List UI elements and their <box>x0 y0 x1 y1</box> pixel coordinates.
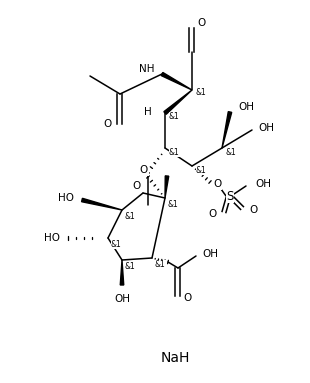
Text: NH: NH <box>140 64 155 74</box>
Text: S: S <box>226 190 234 203</box>
Text: O: O <box>197 18 205 28</box>
Text: O: O <box>213 179 221 189</box>
Text: &1: &1 <box>168 200 179 209</box>
Text: OH: OH <box>238 102 254 112</box>
Text: &1: &1 <box>125 212 136 221</box>
Text: HO: HO <box>58 193 74 203</box>
Text: OH: OH <box>255 179 271 189</box>
Text: O: O <box>183 293 191 303</box>
Text: &1: &1 <box>169 112 180 121</box>
Text: HO: HO <box>44 233 60 243</box>
Text: O: O <box>133 181 141 191</box>
Text: &1: &1 <box>196 166 207 175</box>
Text: O: O <box>104 119 112 129</box>
Polygon shape <box>82 198 122 210</box>
Text: H: H <box>144 107 152 117</box>
Polygon shape <box>222 111 232 148</box>
Polygon shape <box>164 90 192 115</box>
Text: &1: &1 <box>155 260 166 269</box>
Text: OH: OH <box>114 294 130 304</box>
Polygon shape <box>165 176 169 198</box>
Text: OH: OH <box>258 123 274 133</box>
Text: &1: &1 <box>196 88 207 97</box>
Text: O: O <box>209 209 217 219</box>
Polygon shape <box>161 72 192 90</box>
Text: OH: OH <box>202 249 218 259</box>
Text: &1: &1 <box>111 240 122 249</box>
Text: NaH: NaH <box>160 351 190 365</box>
Text: &1: &1 <box>169 148 180 157</box>
Polygon shape <box>120 260 124 285</box>
Text: O: O <box>140 165 148 175</box>
Text: O: O <box>249 205 257 215</box>
Text: &1: &1 <box>125 262 136 271</box>
Text: &1: &1 <box>226 148 237 157</box>
